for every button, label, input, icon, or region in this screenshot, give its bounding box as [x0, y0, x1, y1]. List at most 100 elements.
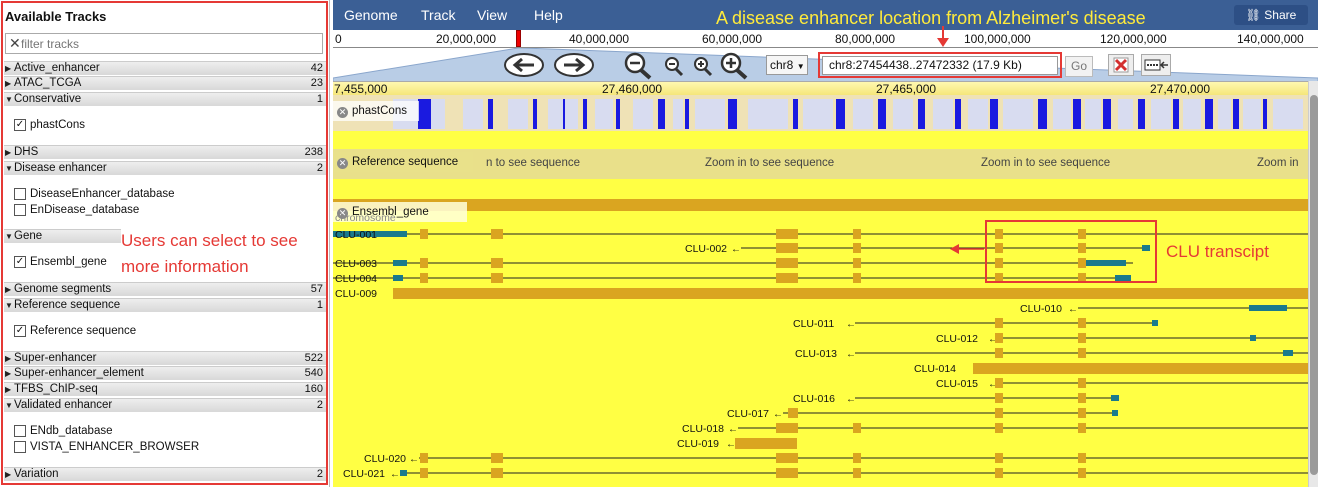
zoom-out-large-icon[interactable]	[623, 52, 653, 80]
exon-block	[491, 229, 503, 239]
clear-highlight-button[interactable]	[1108, 54, 1134, 76]
exon-block	[776, 258, 798, 268]
track-area[interactable]: ✕ phastCons n to see sequence Zoom in to …	[333, 95, 1308, 487]
category-disease-enhancer[interactable]: ▼ Disease enhancer 2	[4, 161, 326, 175]
zoom-out-icon[interactable]	[663, 56, 685, 78]
panel-title: Available Tracks	[5, 9, 107, 24]
menu-track[interactable]: Track	[421, 7, 456, 23]
gene-label[interactable]: CLU-018	[682, 423, 725, 435]
category-active-enhancer[interactable]: ▶ Active_enhancer 42	[4, 61, 326, 75]
exon-block	[1078, 393, 1086, 403]
gene-label[interactable]: CLU-021	[343, 468, 386, 480]
ruler-label: 27,470,000	[1150, 82, 1211, 96]
exon-block	[1078, 243, 1086, 253]
strand-arrow-icon: ←	[846, 349, 856, 360]
category-variation[interactable]: ▶ Variation 2	[4, 467, 326, 481]
menu-help[interactable]: Help	[534, 7, 563, 23]
checkbox-checked[interactable]: ✓	[14, 119, 26, 131]
exon-block	[853, 468, 861, 478]
overview-location-marker[interactable]	[516, 30, 521, 47]
overview-ruler[interactable]: 0 20,000,000 40,000,000 60,000,000 80,00…	[333, 30, 1318, 48]
gene-label[interactable]: CLU-004	[335, 273, 378, 285]
exon-block	[1078, 318, 1086, 328]
menu-view[interactable]: View	[477, 7, 508, 23]
ruler-label: 27,460,000	[602, 82, 663, 96]
detail-ruler[interactable]: 7,455,000 27,460,000 27,465,000 27,470,0…	[333, 81, 1308, 96]
gene-label[interactable]: CLU-014	[914, 363, 957, 375]
gene-label[interactable]: CLU-009	[335, 288, 378, 300]
checkbox[interactable]	[14, 425, 26, 437]
strand-arrow-icon: ←	[1068, 304, 1078, 315]
conservation-high-bar	[1038, 99, 1047, 129]
share-button[interactable]: ⛓ Share	[1234, 5, 1308, 25]
category-conservative[interactable]: ▼ Conservative 1	[4, 92, 326, 106]
go-button[interactable]: Go	[1065, 56, 1093, 77]
category-super-enhancer[interactable]: ▶ Super-enhancer 522	[4, 351, 326, 365]
gene-label[interactable]: CLU-002	[685, 243, 728, 255]
gene-label[interactable]: CLU-001	[335, 229, 378, 241]
gene-label[interactable]: CLU-020	[364, 453, 407, 465]
gene-label[interactable]: CLU-017	[727, 408, 770, 420]
conservation-low-bar	[933, 99, 953, 129]
annotation-disease-enhancer: A disease enhancer location from Alzheim…	[716, 8, 1146, 28]
track-item-endb-database[interactable]: ENdb_database	[14, 425, 112, 437]
track-item-endisease-database[interactable]: EnDisease_database	[14, 204, 139, 216]
menu-genome[interactable]: Genome	[344, 7, 398, 23]
gene-label[interactable]: CLU-016	[793, 393, 836, 405]
gene-span-bar	[333, 199, 1308, 211]
category-validated-enhancer[interactable]: ▼ Validated enhancer 2	[4, 398, 326, 412]
highlight-region-button[interactable]	[1141, 54, 1171, 76]
pan-left-button[interactable]	[503, 52, 545, 78]
zoom-hint-text: Zoom in to see sequence	[705, 157, 835, 169]
track-label-reference-sequence[interactable]: ✕ Reference sequence	[333, 152, 473, 172]
checkbox[interactable]	[14, 441, 26, 453]
gene-label[interactable]: CLU-012	[936, 333, 979, 345]
category-super-enhancer-element[interactable]: ▶ Super-enhancer_element 540	[4, 366, 326, 380]
track-label-ensembl-gene[interactable]: ✕ Ensembl_gene	[333, 202, 467, 222]
annotation-location-box	[818, 52, 1062, 78]
track-item-diseaseenhancer-database[interactable]: DiseaseEnhancer_database	[14, 188, 175, 200]
track-item-ensembl-gene[interactable]: ✓ Ensembl_gene	[14, 256, 107, 268]
scrollbar-thumb[interactable]	[1310, 95, 1318, 475]
gene-label[interactable]: CLU-013	[795, 348, 838, 360]
filter-tracks-input[interactable]	[21, 36, 311, 51]
zoom-in-large-icon[interactable]	[719, 52, 749, 80]
exon-block	[1078, 408, 1086, 418]
exon-block	[491, 468, 503, 478]
utr-block	[1152, 320, 1158, 326]
gene-label[interactable]: CLU-019	[677, 438, 720, 450]
location-input[interactable]: chr8:27454438..27472332 (17.9 Kb)	[822, 56, 1058, 75]
gene-label[interactable]: CLU-003	[335, 258, 378, 270]
category-reference-sequence[interactable]: ▼ Reference sequence 1	[4, 298, 326, 312]
track-item-reference-sequence[interactable]: ✓ Reference sequence	[14, 325, 137, 337]
close-track-icon[interactable]: ✕	[337, 107, 348, 118]
close-track-icon[interactable]: ✕	[337, 208, 348, 219]
clear-filter-icon[interactable]: ✕	[9, 35, 21, 51]
category-genome-segments[interactable]: ▶ Genome segments 57	[4, 282, 326, 296]
pan-right-button[interactable]	[553, 52, 595, 78]
track-item-vista-enhancer-browser[interactable]: VISTA_ENHANCER_BROWSER	[14, 441, 199, 453]
gene-label[interactable]: CLU-011	[793, 318, 835, 330]
filter-tracks-field[interactable]: ✕	[5, 33, 323, 54]
checkbox-checked[interactable]: ✓	[14, 256, 26, 268]
category-atac-tcga[interactable]: ▶ ATAC_TCGA 23	[4, 76, 326, 90]
checkbox[interactable]	[14, 204, 26, 216]
zoom-in-icon[interactable]	[692, 56, 714, 78]
category-dhs[interactable]: ▶ DHS 238	[4, 145, 326, 159]
exon-block	[853, 243, 861, 253]
track-label-phastcons[interactable]: ✕ phastCons	[333, 101, 419, 121]
chromosome-select[interactable]: chr8 ▼	[766, 55, 808, 75]
checkbox-checked[interactable]: ✓	[14, 325, 26, 337]
conservation-high-bar	[990, 99, 998, 129]
gene-label[interactable]: CLU-015	[936, 378, 979, 390]
checkbox[interactable]	[14, 188, 26, 200]
collapse-triangle-icon: ▼	[5, 232, 13, 241]
category-tfbs-chip-seq[interactable]: ▶ TFBS_ChIP-seq 160	[4, 382, 326, 396]
exon-block	[420, 273, 428, 283]
vertical-scrollbar[interactable]	[1308, 81, 1318, 487]
utr-block	[1283, 350, 1293, 356]
close-track-icon[interactable]: ✕	[337, 158, 348, 169]
gene-label[interactable]: CLU-010	[1020, 303, 1063, 315]
overview-label: 80,000,000	[835, 32, 896, 46]
track-item-phastcons[interactable]: ✓ phastCons	[14, 119, 85, 131]
